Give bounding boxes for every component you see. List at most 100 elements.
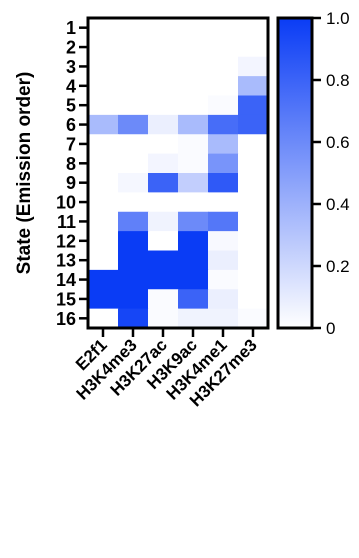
heatmap-cell bbox=[118, 289, 149, 310]
heatmap-cells bbox=[88, 18, 269, 329]
heatmap-cell bbox=[148, 76, 179, 97]
heatmap-cell bbox=[118, 211, 149, 232]
heatmap-cell bbox=[178, 18, 209, 38]
heatmap-cell bbox=[208, 269, 239, 290]
heatmap-cell bbox=[148, 211, 179, 232]
heatmap-cell bbox=[208, 289, 239, 310]
heatmap-cell bbox=[208, 114, 239, 135]
y-tick-label: 15 bbox=[56, 289, 76, 309]
y-tick-label: 11 bbox=[57, 212, 76, 232]
heatmap-cell bbox=[118, 134, 149, 155]
heatmap-cell bbox=[178, 250, 209, 271]
heatmap-cell bbox=[88, 192, 119, 213]
heatmap-cell bbox=[88, 153, 119, 174]
heatmap-cell bbox=[118, 269, 149, 290]
heatmap-cell bbox=[238, 211, 269, 232]
heatmap-cell bbox=[118, 76, 149, 97]
heatmap-cell bbox=[238, 173, 269, 193]
y-tick-label: 8 bbox=[66, 154, 76, 174]
y-axis-title: State (Emission order) bbox=[14, 72, 35, 275]
heatmap-cell bbox=[238, 18, 269, 38]
heatmap-cell bbox=[88, 76, 119, 97]
y-tick-label: 16 bbox=[56, 309, 76, 329]
heatmap-cell bbox=[88, 173, 119, 193]
heatmap-cell bbox=[208, 76, 239, 97]
heatmap-cell bbox=[148, 192, 179, 213]
heatmap-cell bbox=[238, 153, 269, 174]
heatmap-cell bbox=[238, 308, 269, 329]
heatmap-cell bbox=[238, 269, 269, 290]
heatmap-cell bbox=[88, 289, 119, 310]
heatmap-cell bbox=[88, 308, 119, 329]
heatmap-cell bbox=[88, 269, 119, 290]
heatmap-cell bbox=[178, 231, 209, 252]
heatmap-cell bbox=[88, 134, 119, 155]
heatmap-cell bbox=[238, 56, 269, 77]
colorbar-tick-label: 0 bbox=[326, 319, 335, 338]
heatmap-cell bbox=[118, 173, 149, 193]
heatmap-cell bbox=[178, 269, 209, 290]
heatmap-cell bbox=[148, 153, 179, 174]
heatmap-cell bbox=[208, 173, 239, 193]
heatmap-cell bbox=[208, 192, 239, 213]
heatmap-cell bbox=[88, 56, 119, 77]
heatmap-cell bbox=[88, 114, 119, 135]
heatmap-cell bbox=[148, 231, 179, 252]
heatmap-cell bbox=[88, 37, 119, 58]
heatmap-cell bbox=[118, 56, 149, 77]
heatmap-cell bbox=[148, 250, 179, 271]
heatmap-cell bbox=[118, 308, 149, 329]
heatmap-cell bbox=[178, 192, 209, 213]
heatmap-cell bbox=[178, 153, 209, 174]
heatmap-cell bbox=[88, 211, 119, 232]
heatmap-cell bbox=[238, 76, 269, 97]
heatmap-cell bbox=[118, 114, 149, 135]
heatmap-cell bbox=[178, 76, 209, 97]
y-tick-label: 1 bbox=[66, 18, 76, 38]
heatmap-cell bbox=[238, 134, 269, 155]
heatmap-cell bbox=[178, 56, 209, 77]
heatmap-cell bbox=[208, 37, 239, 58]
y-tick-label: 9 bbox=[66, 173, 76, 193]
heatmap-cell bbox=[88, 18, 119, 38]
heatmap-cell bbox=[238, 231, 269, 252]
heatmap-cell bbox=[148, 173, 179, 193]
heatmap-cell bbox=[148, 269, 179, 290]
colorbar bbox=[276, 16, 314, 330]
heatmap-cell bbox=[118, 153, 149, 174]
heatmap-cell bbox=[208, 231, 239, 252]
heatmap-cell bbox=[238, 114, 269, 135]
colorbar-tick-label: 0.6 bbox=[326, 133, 350, 152]
heatmap-cell bbox=[118, 18, 149, 38]
heatmap-cell bbox=[238, 95, 269, 116]
y-tick-label: 3 bbox=[66, 57, 76, 77]
y-tick-label: 2 bbox=[66, 38, 76, 58]
heatmap-cell bbox=[178, 173, 209, 193]
heatmap-cell bbox=[118, 231, 149, 252]
heatmap-cell bbox=[208, 211, 239, 232]
heatmap-cell bbox=[88, 95, 119, 116]
heatmap-cell bbox=[178, 211, 209, 232]
heatmap-cell bbox=[208, 95, 239, 116]
heatmap-cell bbox=[148, 18, 179, 38]
y-tick-label: 6 bbox=[66, 115, 76, 135]
colorbar-tick-label: 1.0 bbox=[326, 9, 350, 28]
y-tick-label: 12 bbox=[56, 231, 76, 251]
heatmap-cell bbox=[88, 231, 119, 252]
plot-frame bbox=[86, 16, 270, 330]
heatmap-cell bbox=[118, 95, 149, 116]
heatmap-cell bbox=[148, 37, 179, 58]
heatmap-cell bbox=[208, 18, 239, 38]
heatmap-cell bbox=[238, 37, 269, 58]
y-tick-label: 13 bbox=[56, 251, 76, 271]
y-tick-label: 14 bbox=[56, 270, 76, 290]
y-tick-label: 5 bbox=[66, 96, 76, 116]
heatmap-cell bbox=[148, 134, 179, 155]
heatmap-cell bbox=[208, 56, 239, 77]
colorbar-axis: 0 0.2 0.4 0.6 0.8 1.0 bbox=[312, 9, 350, 338]
y-tick-label: 7 bbox=[66, 134, 76, 154]
heatmap-cell bbox=[118, 37, 149, 58]
